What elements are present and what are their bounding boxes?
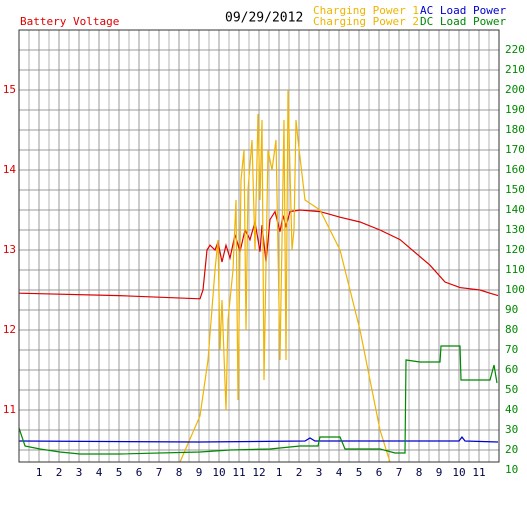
x-tick-label: 1 xyxy=(276,466,283,479)
y2-tick-label: 70 xyxy=(505,343,518,356)
x-tick-label: 7 xyxy=(396,466,403,479)
series-line xyxy=(19,345,498,455)
y2-tick-label: 180 xyxy=(505,123,525,136)
y2-tick-label: 30 xyxy=(505,423,518,436)
y-tick-label: 13 xyxy=(3,243,16,256)
plot-frame xyxy=(18,29,500,463)
y2-tick-label: 90 xyxy=(505,303,518,316)
x-tick-label: 12 xyxy=(252,466,265,479)
y2-tick-label: 130 xyxy=(505,223,525,236)
y2-tick-label: 150 xyxy=(505,183,525,196)
legend-entry: Charging Power 1 xyxy=(313,4,419,17)
y2-tick-label: 50 xyxy=(505,383,518,396)
x-tick-label: 4 xyxy=(336,466,343,479)
x-tick-label: 2 xyxy=(56,466,63,479)
x-tick-label: 7 xyxy=(156,466,163,479)
legend-entry: Battery Voltage xyxy=(20,15,119,28)
y2-tick-label: 10 xyxy=(505,463,518,476)
x-tick-label: 11 xyxy=(232,466,245,479)
x-tick-label: 4 xyxy=(96,466,103,479)
x-tick-label: 9 xyxy=(436,466,443,479)
series-line xyxy=(19,436,499,443)
x-tick-label: 3 xyxy=(76,466,83,479)
x-tick-label: 8 xyxy=(176,466,183,479)
y2-tick-label: 170 xyxy=(505,143,525,156)
x-tick-label: 10 xyxy=(212,466,225,479)
y2-tick-label: 100 xyxy=(505,283,525,296)
y-tick-label: 11 xyxy=(3,403,16,416)
y2-tick-label: 40 xyxy=(505,403,518,416)
legend-entry: AC Load Power xyxy=(420,4,506,17)
x-tick-label: 5 xyxy=(356,466,363,479)
date-label: 09/29/2012 xyxy=(225,11,303,26)
y2-tick-label: 200 xyxy=(505,83,525,96)
y2-tick-label: 120 xyxy=(505,243,525,256)
lines xyxy=(19,89,499,462)
y2-tick-label: 210 xyxy=(505,63,525,76)
x-tick-label: 6 xyxy=(376,466,383,479)
x-tick-label: 6 xyxy=(136,466,143,479)
legend-entry: DC Load Power xyxy=(420,15,506,28)
y2-tick-label: 20 xyxy=(505,443,518,456)
series-line xyxy=(179,89,391,462)
y2-tick-label: 220 xyxy=(505,43,525,56)
y-tick-label: 14 xyxy=(3,163,17,176)
y-tick-label: 15 xyxy=(3,83,16,96)
y2-tick-label: 110 xyxy=(505,263,525,276)
y2-tick-label: 140 xyxy=(505,203,525,216)
x-tick-label: 8 xyxy=(416,466,423,479)
x-tick-label: 11 xyxy=(472,466,485,479)
x-tick-label: 3 xyxy=(316,466,323,479)
y2-tick-label: 80 xyxy=(505,323,518,336)
x-tick-label: 1 xyxy=(36,466,43,479)
y2-tick-label: 190 xyxy=(505,103,525,116)
y2-tick-label: 60 xyxy=(505,363,518,376)
y2-tick-label: 160 xyxy=(505,163,525,176)
x-tick-label: 9 xyxy=(196,466,203,479)
x-tick-label: 2 xyxy=(296,466,303,479)
legend-entry: Charging Power 2 xyxy=(313,15,419,28)
x-tick-label: 5 xyxy=(116,466,123,479)
x-tick-label: 10 xyxy=(452,466,465,479)
y-tick-label: 12 xyxy=(3,323,16,336)
